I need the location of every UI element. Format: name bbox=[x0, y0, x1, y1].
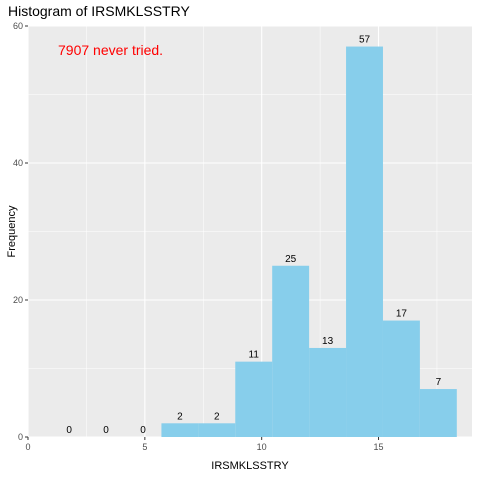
bar-count-label-4: 2 bbox=[214, 411, 220, 422]
histogram-bar-3 bbox=[161, 423, 199, 437]
x-axis-title: IRSMKLSSTRY bbox=[211, 460, 289, 472]
bar-count-label-3: 2 bbox=[177, 411, 183, 422]
histogram-bar-8 bbox=[346, 46, 383, 438]
bar-count-label-0: 0 bbox=[66, 425, 72, 436]
y-axis-title: Frequency bbox=[6, 205, 18, 257]
chart-title: Histogram of IRSMKLSSTRY bbox=[8, 3, 190, 19]
histogram-bar-9 bbox=[382, 320, 420, 437]
histogram-bar-7 bbox=[309, 347, 347, 437]
y-tick-label: 60 bbox=[13, 21, 23, 31]
x-tick-label: 0 bbox=[25, 442, 30, 452]
y-tick-label: 40 bbox=[13, 158, 23, 168]
y-tick-label: 20 bbox=[13, 295, 23, 305]
bar-count-label-8: 57 bbox=[359, 35, 371, 46]
bars bbox=[161, 46, 457, 438]
bar-count-label-1: 0 bbox=[103, 425, 109, 436]
bar-count-label-9: 17 bbox=[396, 309, 408, 320]
never-tried-annotation: 7907 never tried. bbox=[58, 42, 163, 58]
bar-count-label-6: 25 bbox=[285, 254, 297, 265]
histogram-bar-10 bbox=[419, 389, 457, 437]
bar-count-label-7: 13 bbox=[322, 336, 334, 347]
histogram-bar-4 bbox=[198, 423, 236, 437]
x-tick-label: 15 bbox=[374, 442, 384, 452]
bar-count-labels: 0 0 0 2 2 11 25 13 57 17 7 bbox=[66, 35, 441, 436]
bar-count-label-5: 11 bbox=[249, 350, 260, 361]
histogram-bar-5 bbox=[235, 361, 273, 437]
y-tick-label: 0 bbox=[18, 432, 23, 442]
histogram-bar-6 bbox=[272, 265, 310, 437]
bar-count-label-2: 0 bbox=[140, 425, 146, 436]
x-tick-label: 10 bbox=[257, 442, 267, 452]
bar-count-label-10: 7 bbox=[436, 377, 442, 388]
x-tick-label: 5 bbox=[142, 442, 147, 452]
